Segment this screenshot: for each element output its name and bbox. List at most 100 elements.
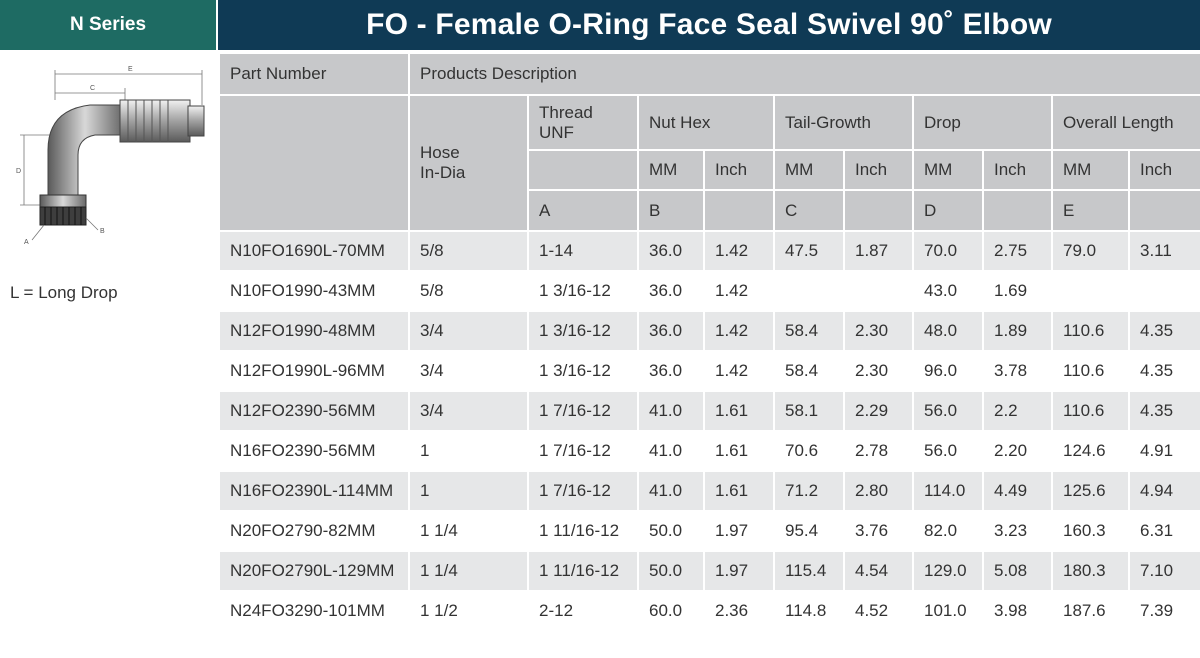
cell-hose-in-dia: 3/4: [408, 350, 529, 392]
cell-nut-hex-inch: 1.61: [703, 430, 775, 472]
table-row: N20FO2790L-129MM 1 1/4 1 11/16-12 50.0 1.97 1…: [218, 550, 1200, 592]
cell-overall-length-mm: 110.6: [1051, 390, 1130, 432]
cell-overall-length-mm: 160.3: [1051, 510, 1130, 552]
cell-drop-mm: 82.0: [912, 510, 984, 552]
header-overall-length-mm: MM: [1051, 149, 1130, 191]
header-drop-mm: MM: [912, 149, 984, 191]
cell-tail-growth-inch: 2.80: [843, 470, 914, 512]
cell-hose-in-dia: 1: [408, 430, 529, 472]
header-blank: [843, 189, 914, 232]
header-blank: [982, 189, 1053, 232]
cell-part-number: N16FO2390-56MM: [218, 430, 410, 472]
table-row: N20FO2790-82MM 1 1/4 1 11/16-12 50.0 1.97 95.…: [218, 510, 1200, 552]
dim-label-b: B: [100, 228, 105, 235]
cell-drop-inch: 5.08: [982, 550, 1053, 592]
cell-part-number: N20FO2790-82MM: [218, 510, 410, 552]
cell-overall-length-inch: 4.94: [1127, 470, 1200, 512]
header-part-number: Part Number: [218, 52, 410, 96]
cell-nut-hex-mm: 36.0: [637, 230, 705, 272]
cell-nut-hex-mm: 50.0: [637, 550, 705, 592]
cell-part-number: N12FO2390-56MM: [218, 390, 410, 432]
header-row: Hose In-Dia Thread UNF Nut Hex Tail-Growth…: [218, 94, 1200, 232]
cell-drop-inch: 1.69: [982, 270, 1053, 312]
cell-nut-hex-mm: 41.0: [637, 430, 705, 472]
cell-tail-growth-mm: 58.1: [773, 390, 845, 432]
cell-nut-hex-inch: 1.42: [703, 270, 775, 312]
cell-thread-unf: 1 3/16-12: [527, 270, 639, 312]
dim-label-d: D: [16, 168, 21, 175]
cell-drop-mm: 56.0: [912, 430, 984, 472]
table-row: N24FO3290-101MM 1 1/2 2-12 60.0 2.36 114.8 4.5…: [218, 590, 1200, 632]
cell-overall-length-mm: 187.6: [1051, 590, 1130, 632]
cell-part-number: N12FO1990L-96MM: [218, 350, 410, 392]
dim-label-e: E: [128, 66, 133, 73]
header-overall-length-inch: Inch: [1127, 149, 1200, 191]
cell-tail-growth-mm: 115.4: [773, 550, 845, 592]
elbow-fitting-drawing: E C D A B: [16, 66, 205, 246]
header-nut-hex-inch: Inch: [703, 149, 775, 191]
cell-hose-in-dia: 5/8: [408, 230, 529, 272]
cell-tail-growth-mm: 71.2: [773, 470, 845, 512]
cell-drop-inch: 2.75: [982, 230, 1053, 272]
cell-overall-length-mm: 125.6: [1051, 470, 1130, 512]
cell-thread-unf: 2-12: [527, 590, 639, 632]
header-tail-growth-inch: Inch: [843, 149, 914, 191]
cell-overall-length-inch: 7.10: [1127, 550, 1200, 592]
table-row: N12FO2390-56MM 3/4 1 7/16-12 41.0 1.61 58.1 2.…: [218, 390, 1200, 432]
cell-overall-length-inch: 3.11: [1127, 230, 1200, 272]
cell-tail-growth-mm: 70.6: [773, 430, 845, 472]
table-row: N12FO1990L-96MM 3/4 1 3/16-12 36.0 1.42 58.4 2…: [218, 350, 1200, 392]
header-nut-hex: Nut Hex: [637, 94, 775, 151]
cell-drop-inch: 3.78: [982, 350, 1053, 392]
header-dim-c: C: [773, 189, 845, 232]
cell-part-number: N12FO1990-48MM: [218, 310, 410, 352]
header-drop: Drop: [912, 94, 1053, 151]
table-row: N12FO1990-48MM 3/4 1 3/16-12 36.0 1.42 58.4 2.…: [218, 310, 1200, 352]
cell-tail-growth-inch: 4.54: [843, 550, 914, 592]
dim-label-c: C: [90, 85, 95, 92]
cell-nut-hex-mm: 50.0: [637, 510, 705, 552]
header-drop-inch: Inch: [982, 149, 1053, 191]
cell-tail-growth-inch: 3.76: [843, 510, 914, 552]
cell-overall-length-mm: 124.6: [1051, 430, 1130, 472]
cell-tail-growth-mm: [773, 270, 845, 312]
cell-tail-growth-inch: 2.30: [843, 310, 914, 352]
cell-nut-hex-inch: 1.42: [703, 310, 775, 352]
cell-tail-growth-mm: 58.4: [773, 310, 845, 352]
cell-hose-in-dia: 1 1/2: [408, 590, 529, 632]
cell-drop-inch: 2.20: [982, 430, 1053, 472]
cell-overall-length-mm: 180.3: [1051, 550, 1130, 592]
cell-overall-length-inch: 4.91: [1127, 430, 1200, 472]
cell-tail-growth-inch: 1.87: [843, 230, 914, 272]
cell-thread-unf: 1-14: [527, 230, 639, 272]
cell-part-number: N24FO3290-101MM: [218, 590, 410, 632]
cell-tail-growth-inch: 4.52: [843, 590, 914, 632]
cell-overall-length-inch: 7.39: [1127, 590, 1200, 632]
cell-tail-growth-mm: 114.8: [773, 590, 845, 632]
header-row: Part Number Products Description: [218, 52, 1200, 96]
cell-hose-in-dia: 3/4: [408, 390, 529, 432]
table-row: N10FO1690L-70MM 5/8 1-14 36.0 1.42 47.5 1.87 70…: [218, 230, 1200, 272]
table-row: N16FO2390-56MM 1 1 7/16-12 41.0 1.61 70.6 2.78…: [218, 430, 1200, 472]
cell-nut-hex-inch: 2.36: [703, 590, 775, 632]
cell-drop-mm: 114.0: [912, 470, 984, 512]
cell-tail-growth-inch: [843, 270, 914, 312]
cell-nut-hex-inch: 1.61: [703, 390, 775, 432]
page-title: FO - Female O-Ring Face Seal Swivel 90˚ …: [218, 0, 1200, 50]
header-dim-e: E: [1051, 189, 1130, 232]
cell-nut-hex-mm: 36.0: [637, 350, 705, 392]
cell-hose-in-dia: 1 1/4: [408, 550, 529, 592]
cell-drop-mm: 96.0: [912, 350, 984, 392]
cell-nut-hex-mm: 36.0: [637, 270, 705, 312]
cell-drop-inch: 4.49: [982, 470, 1053, 512]
cell-nut-hex-inch: 1.97: [703, 550, 775, 592]
cell-overall-length-inch: 4.35: [1127, 310, 1200, 352]
cell-overall-length-inch: 4.35: [1127, 350, 1200, 392]
header-overall-length: Overall Length: [1050, 94, 1200, 151]
cell-tail-growth-mm: 47.5: [773, 230, 845, 272]
series-tab: N Series: [0, 0, 216, 50]
cell-tail-growth-inch: 2.29: [843, 390, 914, 432]
table-row: N10FO1990-43MM 5/8 1 3/16-12 36.0 1.42 43.0 1.…: [218, 270, 1200, 312]
cell-thread-unf: 1 7/16-12: [527, 430, 639, 472]
cell-overall-length-inch: 6.31: [1127, 510, 1200, 552]
